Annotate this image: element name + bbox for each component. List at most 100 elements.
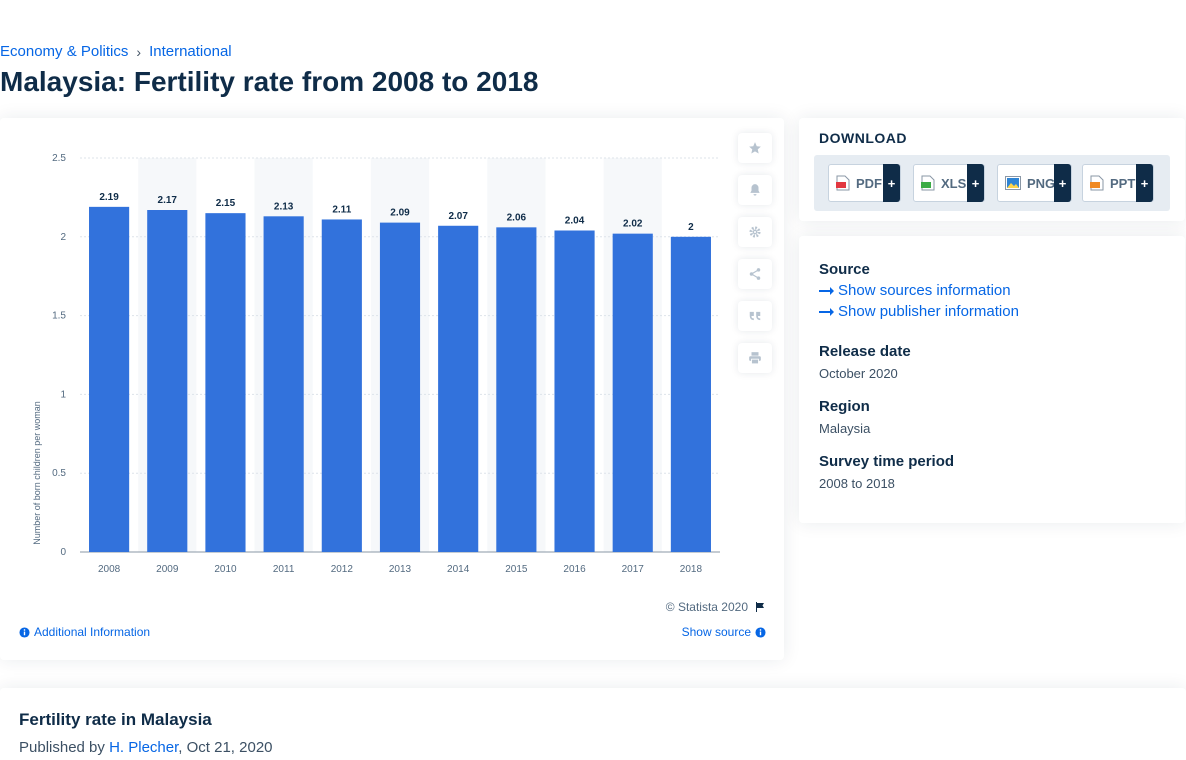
y-tick-label: 2.5 (52, 153, 66, 164)
download-xls-button[interactable]: XLS + (913, 164, 985, 202)
y-axis-ticks: 0 0.5 1 1.5 2 2.5 (52, 153, 66, 558)
x-tick-label: 2016 (563, 564, 586, 575)
bar (379, 222, 421, 552)
data-labels: 2.19 2.17 2.15 2.13 2.11 2.09 2.07 2.06 2.04 2.02… (99, 192, 694, 233)
bars (89, 206, 711, 553)
x-tick-label: 2009 (156, 564, 179, 575)
publish-date: , Oct 21, 2020 (178, 739, 273, 756)
show-source-label: Show source (681, 625, 751, 639)
author-link[interactable]: H. Plecher (109, 739, 179, 756)
y-tick-label: 0 (60, 547, 66, 558)
source-section: Source Show sources information Show pub… (819, 261, 1019, 320)
statistic-details-card: Source Show sources information Show pub… (799, 236, 1185, 523)
additional-information-link[interactable]: Additional Information (19, 625, 150, 639)
info-icon (19, 626, 30, 638)
bar (147, 210, 188, 552)
source-title: Source (819, 261, 870, 278)
bell-icon (750, 184, 760, 196)
favorite-button[interactable] (738, 133, 772, 163)
show-sources-link[interactable]: Show sources information (819, 282, 1019, 299)
survey-period-section: Survey time period 2008 to 2018 (819, 453, 954, 491)
data-label: 2.02 (623, 219, 643, 230)
download-pdf-button[interactable]: PDF + (828, 164, 901, 202)
y-tick-label: 1.5 (52, 311, 66, 322)
bar (89, 206, 130, 552)
print-icon (749, 352, 761, 365)
x-tick-label: 2012 (331, 564, 354, 575)
breadcrumb-international[interactable]: International (149, 43, 232, 60)
bar (554, 230, 595, 552)
data-label: 2.11 (332, 204, 351, 215)
y-tick-label: 0.5 (52, 468, 66, 479)
data-label: 2.07 (448, 211, 468, 222)
survey-period-title: Survey time period (819, 453, 955, 470)
xls-file-icon (921, 175, 935, 191)
x-tick-label: 2010 (214, 564, 237, 575)
share-icon (749, 268, 761, 280)
show-publisher-label: Show publisher information (838, 303, 1019, 320)
data-label: 2 (688, 222, 694, 233)
download-ppt-plus[interactable]: + (1136, 164, 1153, 202)
x-tick-label: 2018 (680, 564, 703, 575)
release-date-value: October 2020 (819, 366, 898, 381)
settings-button[interactable] (738, 217, 772, 247)
ppt-file-icon (1090, 175, 1104, 191)
bar (612, 233, 653, 552)
show-source-link[interactable]: Show source (682, 625, 766, 639)
bar (438, 225, 479, 552)
notify-button[interactable] (738, 175, 772, 205)
y-axis-label: Number of born children per woman (32, 401, 42, 545)
print-button[interactable] (738, 343, 772, 373)
download-png-label: PNG (1027, 175, 1056, 191)
x-tick-label: 2014 (447, 564, 470, 575)
copyright-notice: © Statista 2020 (666, 600, 766, 614)
cite-button[interactable] (738, 301, 772, 331)
region-title: Region (819, 398, 870, 415)
data-label: 2.19 (99, 192, 119, 203)
data-label: 2.06 (507, 212, 527, 223)
arrow-right-icon (819, 286, 834, 295)
x-tick-label: 2011 (273, 564, 295, 575)
copyright-text: © Statista 2020 (665, 600, 748, 614)
x-tick-label: 2008 (98, 564, 121, 575)
y-tick-label: 2 (60, 232, 66, 243)
data-label: 2.13 (274, 201, 294, 212)
published-by-label: Published by (19, 739, 105, 756)
png-file-icon (1005, 176, 1021, 190)
download-card: DOWNLOAD PDF + XLS + PNG + PPT + (799, 118, 1185, 221)
region-value: Malaysia (819, 421, 871, 436)
release-date-title: Release date (819, 343, 911, 360)
data-label: 2.04 (565, 215, 585, 226)
x-tick-label: 2017 (622, 564, 645, 575)
data-label: 2.15 (216, 198, 236, 209)
flag-icon[interactable] (754, 601, 766, 613)
pdf-file-icon (836, 175, 850, 191)
show-publisher-link[interactable]: Show publisher information (819, 303, 1019, 320)
bar (263, 216, 304, 552)
quote-icon (749, 311, 761, 321)
bar (670, 236, 711, 553)
info-icon (755, 626, 766, 638)
article-card: Fertility rate in Malaysia Published by … (0, 688, 1186, 760)
breadcrumb-economy-politics[interactable]: Economy & Politics (0, 43, 129, 60)
x-tick-label: 2013 (389, 564, 412, 575)
download-xls-plus[interactable]: + (967, 164, 984, 202)
region-section: Region Malaysia (819, 398, 870, 436)
chart-actions (738, 133, 772, 385)
article-title: Fertility rate in Malaysia (19, 710, 212, 729)
arrow-right-icon (819, 307, 834, 316)
page-title: Malaysia: Fertility rate from 2008 to 20… (0, 66, 539, 97)
data-label: 2.17 (158, 195, 178, 206)
show-sources-label: Show sources information (838, 282, 1011, 299)
download-pdf-plus[interactable]: + (883, 164, 900, 202)
download-ppt-button[interactable]: PPT + (1082, 164, 1154, 202)
article-byline: Published by H. Plecher, Oct 21, 2020 (19, 739, 273, 756)
download-png-plus[interactable]: + (1054, 164, 1071, 202)
star-icon (749, 142, 761, 154)
release-date-section: Release date October 2020 (819, 343, 911, 381)
download-png-button[interactable]: PNG + (997, 164, 1072, 202)
download-buttons: PDF + XLS + PNG + PPT + (814, 155, 1170, 211)
x-axis-ticks: 2008 2009 2010 2011 2012 2013 2014 2015 2016 2017… (98, 564, 703, 575)
download-pdf-label: PDF (856, 175, 882, 191)
share-button[interactable] (738, 259, 772, 289)
